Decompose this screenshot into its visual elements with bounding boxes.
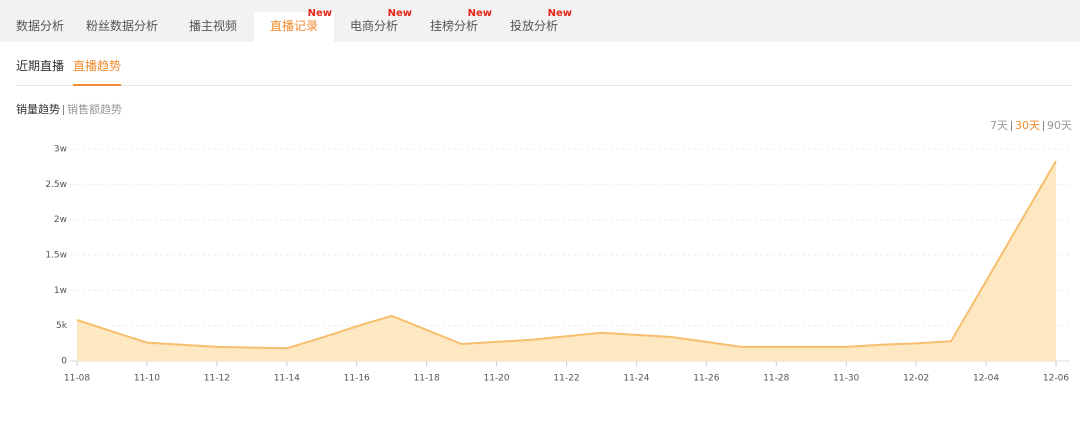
tab[interactable]: 数据分析	[0, 12, 80, 42]
x-tick-label: 11-14	[274, 374, 300, 384]
x-tick-label: 11-30	[833, 374, 859, 384]
y-tick-label: 2w	[54, 215, 67, 225]
tab-label: 播主视频	[188, 19, 237, 33]
new-badge: New	[387, 8, 412, 19]
tab-label: 粉丝数据分析	[85, 19, 158, 33]
x-tick-label: 11-08	[64, 374, 90, 384]
line	[76, 160, 1057, 350]
separator	[1011, 121, 1012, 131]
tab[interactable]: 投放分析 New	[494, 8, 574, 42]
x-tick-label: 11-10	[134, 374, 160, 384]
tab[interactable]: 播主视频	[173, 12, 253, 42]
sub-tab[interactable]: 近期直播	[16, 59, 65, 73]
y-tick-label: 3w	[54, 145, 67, 155]
y-tick-label: 5k	[56, 321, 68, 331]
range-option[interactable]: 30天	[1015, 119, 1040, 132]
separator	[63, 105, 64, 115]
y-tick-label: 1w	[54, 286, 67, 296]
divider	[16, 85, 1072, 86]
tab-label: 电商分析	[349, 19, 398, 33]
separator	[1043, 121, 1044, 131]
sub-tab[interactable]: 直播趋势	[73, 57, 122, 86]
metric-option[interactable]: 销量趋势	[16, 103, 60, 116]
tab-label: 直播记录	[269, 19, 318, 33]
tab[interactable]: 挂榜分析 New	[414, 8, 494, 42]
new-badge: New	[467, 8, 492, 19]
x-tick-label: 11-18	[414, 374, 440, 384]
y-tick-label: 1.5w	[45, 251, 67, 261]
y-tick-label: 2.5w	[45, 180, 67, 190]
x-tick-label: 11-22	[553, 374, 579, 384]
new-badge: New	[547, 8, 572, 19]
area	[77, 161, 1056, 361]
tab[interactable]: 电商分析 New	[334, 8, 414, 42]
y-tick-label: 0	[61, 357, 67, 367]
x-tick-label: 11-16	[344, 374, 370, 384]
x-tick-label: 11-26	[693, 374, 719, 384]
range-option[interactable]: 7天	[990, 119, 1008, 132]
x-tick-label: 11-12	[204, 374, 230, 384]
x-tick-label: 12-06	[1043, 374, 1069, 384]
tab-label: 投放分析	[509, 19, 558, 33]
x-tick-label: 12-04	[973, 374, 999, 384]
new-badge: New	[307, 8, 332, 19]
x-tick-label: 11-24	[623, 374, 649, 384]
x-tick-label: 11-20	[483, 374, 509, 384]
x-tick-label: 11-28	[763, 374, 789, 384]
x-tick-label: 12-02	[903, 374, 929, 384]
range-option[interactable]: 90天	[1047, 119, 1072, 132]
tab[interactable]: 直播记录 New	[254, 8, 334, 42]
tab-label: 挂榜分析	[429, 19, 478, 33]
tab[interactable]: 粉丝数据分析	[82, 12, 162, 42]
tab-label: 数据分析	[15, 19, 64, 33]
tab-bar: 数据分析 粉丝数据分析 播主视频 直播记录 New 电商分析 New 挂榜分析 New 投放分析 N…	[0, 0, 1080, 42]
metric-option[interactable]: 销售额趋势	[67, 103, 122, 116]
